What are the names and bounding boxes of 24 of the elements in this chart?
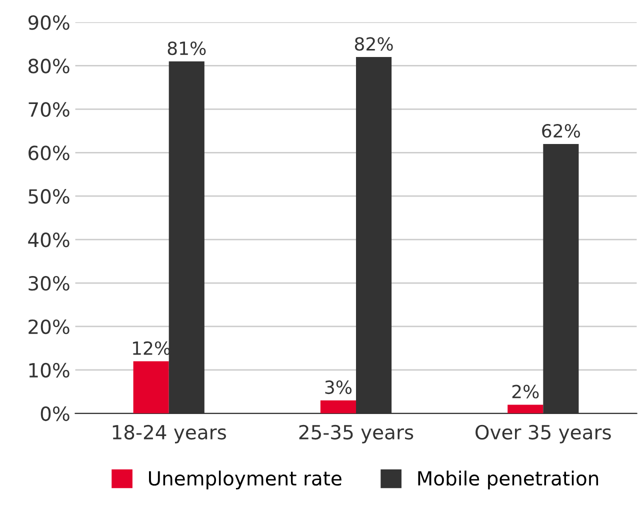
bar (508, 404, 544, 414)
data-label: 3% (325, 380, 352, 394)
y-tick-label: 90% (28, 15, 70, 30)
y-tick-label: 80% (28, 58, 70, 74)
data-label: 62% (542, 124, 580, 138)
bar (133, 361, 169, 414)
legend-label: Mobile penetration (418, 470, 598, 490)
y-tick-label: 20% (28, 319, 70, 334)
data-label: 82% (354, 37, 393, 51)
x-tick-label: 25-35 years (299, 424, 414, 444)
x-tick-label: 18-24 years (112, 424, 226, 444)
y-tick-label: 60% (28, 146, 70, 160)
data-label: 81% (168, 41, 206, 56)
y-tick-label: 30% (28, 276, 70, 291)
y-tick-label: 50% (28, 189, 70, 204)
bar (320, 400, 356, 414)
y-tick-label: 70% (28, 102, 70, 117)
y-tick-label: 10% (29, 362, 70, 378)
y-tick-label: 40% (28, 232, 70, 248)
data-label: 2% (512, 384, 539, 398)
data-label: 12% (132, 341, 170, 355)
x-tick-label: Over 35 years (476, 424, 611, 444)
y-tick-label: 0% (40, 406, 70, 422)
legend-label: Unemployment rate (149, 470, 342, 490)
